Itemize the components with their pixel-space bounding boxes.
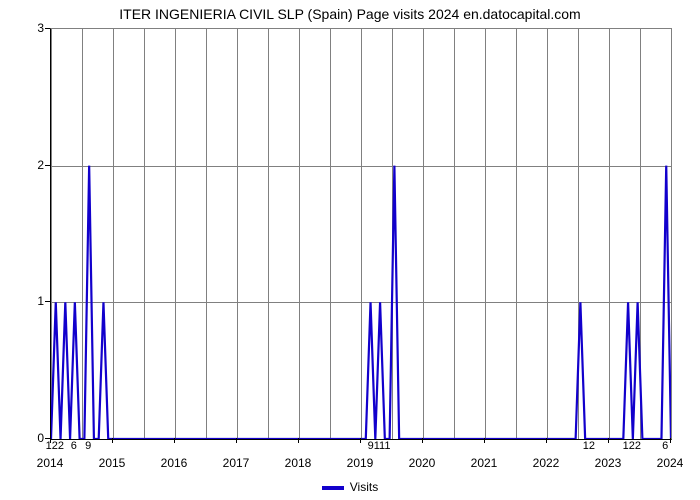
x-tick-mark	[298, 438, 299, 443]
x-year-label: 2019	[347, 456, 374, 470]
chart-title: ITER INGENIERIA CIVIL SLP (Spain) Page v…	[0, 6, 700, 22]
x-year-label: 2022	[533, 456, 560, 470]
y-tick-mark	[45, 301, 50, 302]
x-year-label: 2020	[409, 456, 436, 470]
x-year-label: 2015	[99, 456, 126, 470]
y-tick-label: 2	[4, 158, 44, 172]
chart-container: ITER INGENIERIA CIVIL SLP (Spain) Page v…	[0, 0, 700, 500]
x-year-label: 2014	[37, 456, 64, 470]
x-value-label: 122	[623, 440, 641, 452]
x-year-label: 2017	[223, 456, 250, 470]
x-tick-mark	[360, 438, 361, 443]
x-tick-mark	[236, 438, 237, 443]
x-tick-mark	[174, 438, 175, 443]
x-tick-mark	[608, 438, 609, 443]
gridline-vertical	[671, 29, 672, 439]
legend: Visits	[0, 480, 700, 494]
x-value-label: 12	[583, 440, 595, 452]
x-value-label: 122	[46, 440, 64, 452]
x-year-label: 2024	[657, 456, 684, 470]
plot-area	[50, 28, 672, 440]
y-tick-mark	[45, 28, 50, 29]
y-tick-label: 3	[4, 21, 44, 35]
x-value-label: 9111	[368, 440, 391, 452]
x-value-label: 9	[85, 440, 91, 452]
legend-label: Visits	[350, 480, 378, 494]
x-tick-mark	[670, 438, 671, 443]
y-tick-mark	[45, 165, 50, 166]
x-year-label: 2016	[161, 456, 188, 470]
x-tick-mark	[422, 438, 423, 443]
line-series	[51, 29, 671, 439]
x-value-label: 6	[662, 440, 668, 452]
x-year-label: 2021	[471, 456, 498, 470]
y-tick-label: 1	[4, 294, 44, 308]
legend-swatch	[322, 486, 344, 490]
x-value-label: 6	[71, 440, 77, 452]
x-tick-mark	[484, 438, 485, 443]
x-year-label: 2018	[285, 456, 312, 470]
x-year-label: 2023	[595, 456, 622, 470]
x-tick-mark	[546, 438, 547, 443]
x-tick-mark	[112, 438, 113, 443]
y-tick-label: 0	[4, 431, 44, 445]
